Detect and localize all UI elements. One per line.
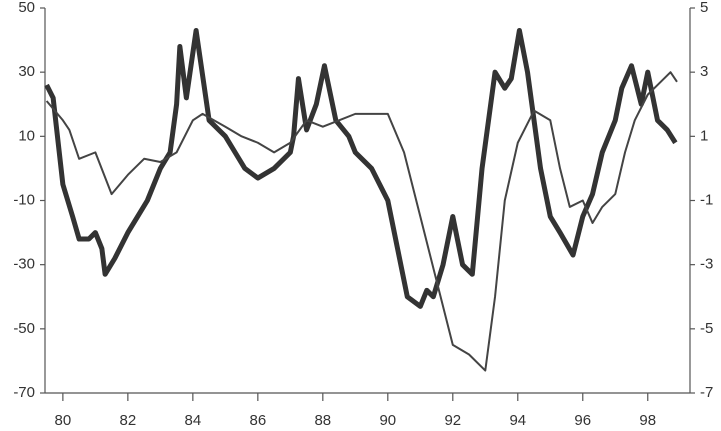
data-line: [44, 27, 678, 309]
x-tick-label: 84: [185, 412, 202, 429]
x-tick-label: 90: [379, 412, 396, 429]
data-line: [45, 71, 678, 372]
y2-tick-label: -3: [700, 256, 713, 273]
y2-tick-label: -7: [700, 384, 713, 401]
y2-tick-label: -1: [700, 191, 713, 208]
y-tick-label: 30: [18, 63, 35, 80]
y-tick-label: -70: [13, 384, 35, 401]
x-tick-label: 94: [509, 412, 526, 429]
x-tick-label: 92: [444, 412, 461, 429]
y2-tick-label: 5: [700, 0, 708, 16]
y2-tick-label: 3: [700, 63, 708, 80]
x-tick-label: 86: [249, 412, 266, 429]
y-tick-label: -10: [13, 191, 35, 208]
y-tick-label: -50: [13, 320, 35, 337]
y-tick-label: 10: [18, 127, 35, 144]
y2-tick-label: 1: [700, 127, 708, 144]
y-tick-label: 50: [18, 0, 35, 16]
x-tick-label: 88: [314, 412, 331, 429]
x-tick-label: 80: [55, 412, 72, 429]
y2-tick-label: -5: [700, 320, 713, 337]
x-tick-label: 98: [639, 412, 656, 429]
x-tick-label: 96: [574, 412, 591, 429]
x-tick-label: 82: [120, 412, 137, 429]
y-tick-label: -30: [13, 256, 35, 273]
